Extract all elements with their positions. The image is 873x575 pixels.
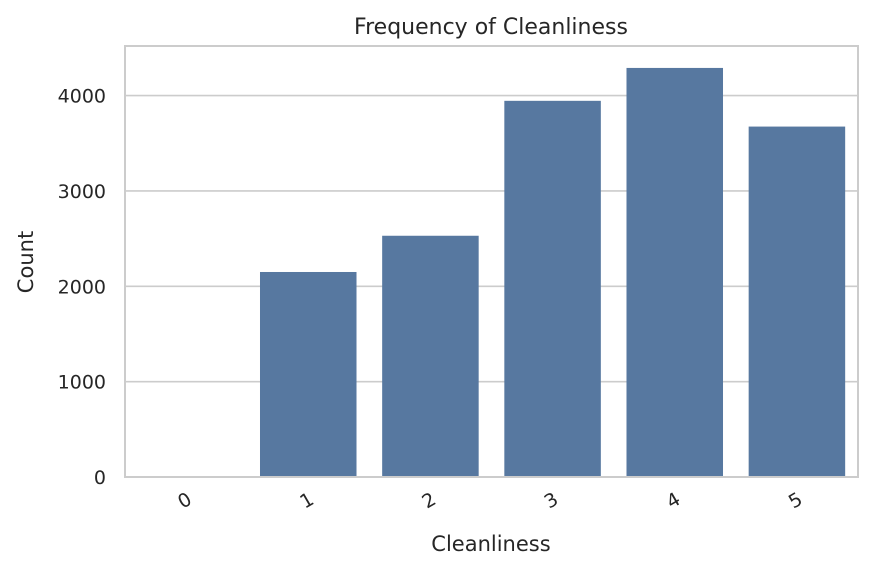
x-tick-labels: 0 1 2 3 4 5 [174, 488, 806, 513]
x-tick-label: 2 [418, 488, 439, 513]
bar-4 [626, 68, 723, 477]
bar-1 [260, 272, 357, 477]
bar-2 [382, 236, 479, 477]
x-tick-label: 3 [541, 488, 562, 513]
y-tick-label: 1000 [58, 372, 106, 394]
y-tick-label: 3000 [58, 181, 106, 203]
y-axis-label: Count [14, 231, 38, 293]
x-tick-label: 1 [296, 488, 317, 513]
plot-frame [125, 46, 858, 477]
x-tick-label: 5 [785, 488, 806, 513]
x-tick-label: 4 [663, 488, 684, 513]
y-tick-label: 2000 [58, 276, 106, 298]
x-tick-label: 0 [174, 488, 195, 513]
gridlines [125, 96, 858, 477]
y-tick-label: 4000 [58, 86, 106, 108]
y-tick-label: 0 [94, 467, 106, 489]
chart-title: Frequency of Cleanliness [354, 15, 628, 40]
x-axis-label: Cleanliness [431, 532, 550, 556]
y-tick-labels: 0 1000 2000 3000 4000 [58, 86, 106, 489]
bar-3 [504, 101, 601, 477]
bars [138, 68, 845, 477]
bar-5 [749, 127, 846, 477]
